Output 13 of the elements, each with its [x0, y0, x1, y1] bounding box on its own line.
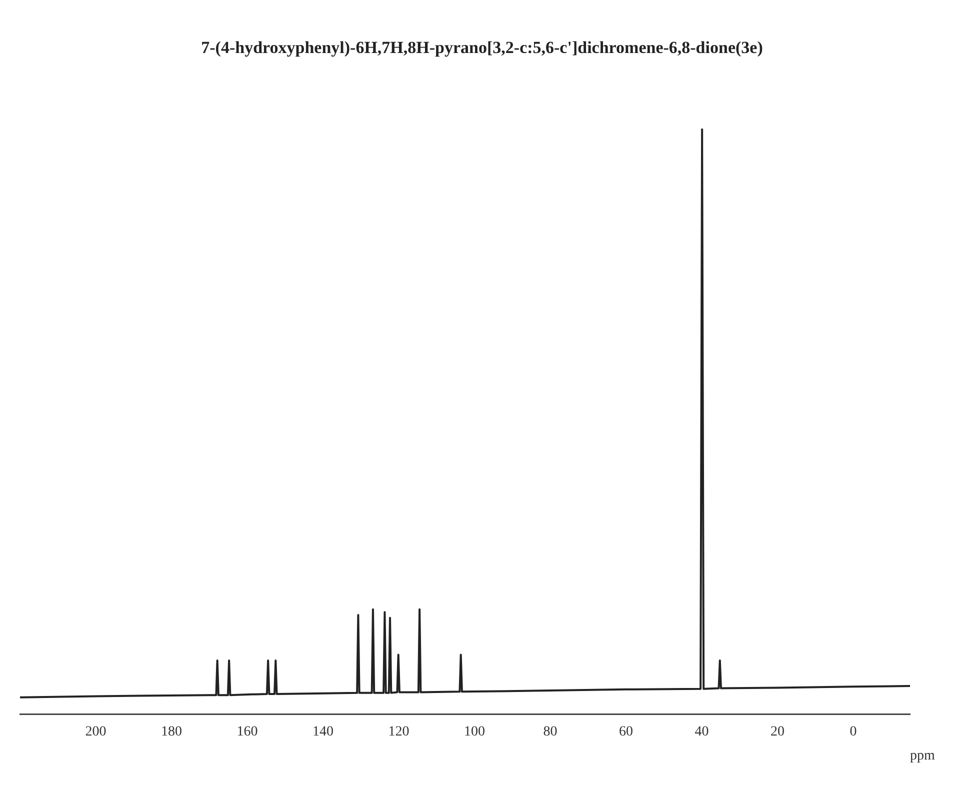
x-axis-title: ppm: [910, 748, 935, 764]
chart-title: 7-(4-hydroxyphenyl)-6H,7H,8H-pyrano[3,2-c:5,6-c']dichromene-6,8-dione(3e): [200, 38, 764, 58]
x-tick-label: 0: [850, 724, 857, 740]
x-tick-label: 80: [543, 724, 558, 740]
x-tick-label: 120: [388, 724, 410, 740]
x-tick-label: 40: [694, 724, 709, 740]
x-tick-label: 60: [618, 724, 633, 740]
x-tick-label: 140: [312, 724, 334, 740]
x-tick-label: 200: [85, 724, 106, 740]
x-tick-label: 180: [160, 724, 182, 740]
x-tick-label: 100: [464, 724, 485, 740]
x-tick-label: 160: [236, 724, 258, 740]
x-tick-label: 20: [770, 724, 784, 740]
